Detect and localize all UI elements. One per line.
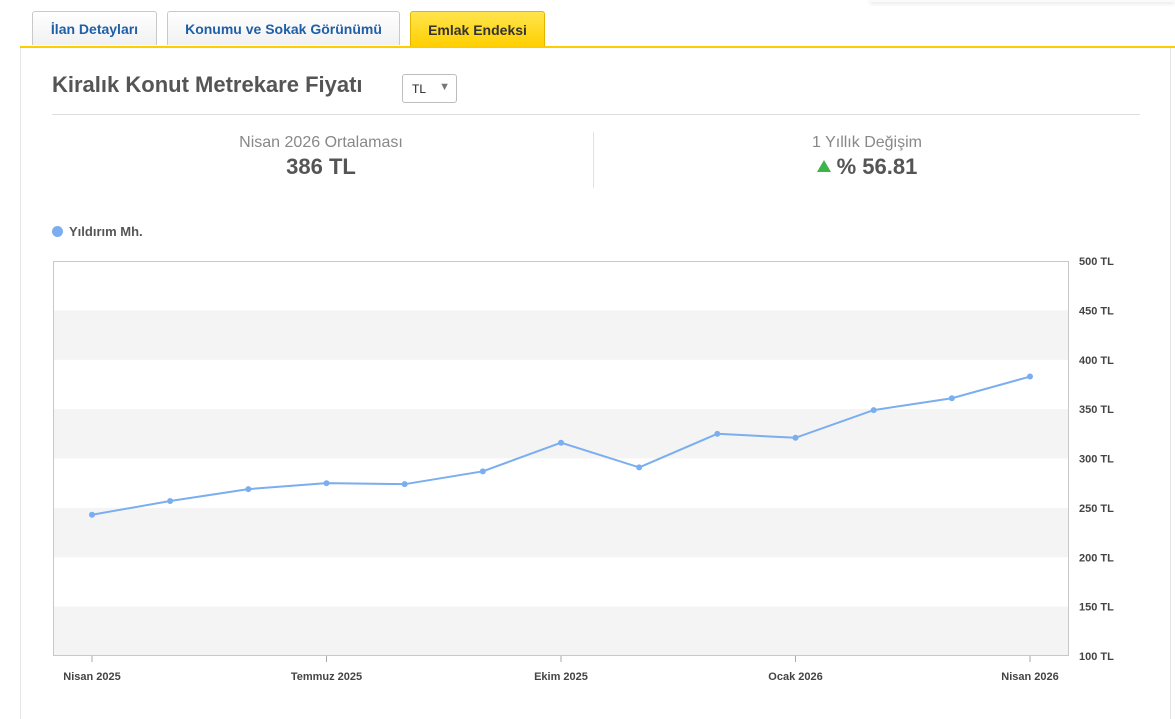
y-tick-label: 500 TL	[1079, 256, 1114, 268]
currency-selected-value: TL	[412, 82, 427, 96]
data-point	[245, 486, 252, 493]
data-point	[1027, 373, 1033, 380]
data-point	[714, 430, 721, 437]
stat-divider	[593, 132, 594, 188]
up-arrow-icon	[816, 160, 831, 172]
header-shadow	[870, 0, 1175, 2]
grid-band	[53, 310, 1069, 360]
average-value: 386 TL	[286, 154, 356, 179]
y-tick-label: 400 TL	[1079, 355, 1114, 367]
data-point	[636, 464, 643, 471]
change-stat: 1 Yıllık Değişim % 56.81	[717, 134, 1017, 180]
data-point	[323, 480, 330, 487]
page-title: Kiralık Konut Metrekare Fiyatı	[52, 72, 363, 97]
chart-legend[interactable]: Yıldırım Mh.	[52, 224, 143, 239]
data-point	[167, 497, 174, 504]
average-label: Nisan 2026 Ortalaması	[239, 134, 403, 151]
data-point	[558, 439, 564, 446]
data-point	[89, 511, 95, 518]
data-point	[479, 468, 486, 475]
x-tick-label: Nisan 2025	[63, 671, 120, 683]
y-tick-label: 200 TL	[1079, 552, 1114, 564]
divider	[52, 114, 1140, 115]
change-value-row: % 56.81	[717, 154, 1017, 180]
chevron-down-icon: ▼	[439, 81, 450, 93]
change-value: % 56.81	[836, 154, 918, 179]
data-point	[870, 407, 877, 414]
y-tick-label: 300 TL	[1079, 454, 1114, 466]
legend-label: Yıldırım Mh.	[69, 224, 143, 239]
x-tick-label: Temmuz 2025	[291, 671, 362, 683]
tab-emlak-endeksi[interactable]: Emlak Endeksi	[410, 11, 545, 47]
average-stat: Nisan 2026 Ortalaması 386 TL	[171, 134, 471, 180]
x-tick-label: Ekim 2025	[534, 671, 588, 683]
grid-band	[53, 606, 1069, 656]
change-label: 1 Yıllık Değişim	[812, 134, 922, 151]
y-tick-label: 100 TL	[1079, 651, 1114, 663]
y-tick-label: 150 TL	[1079, 602, 1114, 614]
plot-area-border	[53, 261, 1069, 656]
tab-underline	[20, 46, 1175, 48]
x-tick-label: Ocak 2026	[768, 671, 822, 683]
y-tick-label: 350 TL	[1079, 404, 1114, 416]
content-panel	[20, 48, 1171, 719]
data-point	[792, 434, 799, 441]
y-tick-label: 450 TL	[1079, 305, 1114, 317]
x-tick-label: Nisan 2026	[1001, 671, 1058, 683]
grid-band	[53, 507, 1069, 558]
y-tick-label: 250 TL	[1079, 503, 1114, 515]
legend-marker	[52, 226, 63, 237]
grid-band	[53, 409, 1069, 459]
tab-ilan-detaylari[interactable]: İlan Detayları	[32, 11, 157, 45]
data-point	[401, 481, 408, 488]
data-point	[948, 395, 955, 402]
currency-select[interactable]: TL ▼	[402, 74, 457, 103]
tab-konumu-ve-sokak-gorunumu[interactable]: Konumu ve Sokak Görünümü	[167, 11, 400, 45]
